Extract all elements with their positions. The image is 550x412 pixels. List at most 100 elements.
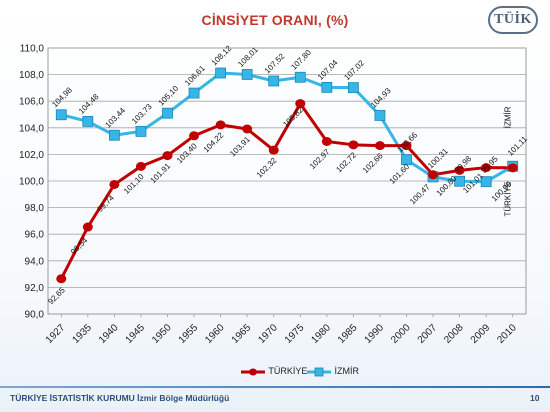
annotation-turkiye: TÜRKİYE bbox=[504, 182, 513, 217]
point-turkiye bbox=[321, 136, 332, 146]
data-label-izmir: 103,73 bbox=[130, 102, 154, 126]
data-label-turkiye: 99,74 bbox=[95, 193, 116, 214]
data-label-turkiye: 101,60 bbox=[388, 162, 412, 186]
data-label-turkiye: 105,82 bbox=[281, 105, 305, 129]
data-label-izmir: 107,04 bbox=[316, 58, 340, 82]
data-label-turkiye: 102,32 bbox=[255, 156, 279, 180]
point-izmir bbox=[374, 110, 386, 121]
y-tick-label: 92,0 bbox=[25, 283, 45, 294]
x-tick-label: 1990 bbox=[363, 322, 387, 346]
x-tick-label: 1980 bbox=[309, 322, 333, 346]
x-tick-label: 1960 bbox=[203, 322, 227, 346]
data-label-turkiye: 104,22 bbox=[202, 130, 226, 154]
y-tick-label: 108,0 bbox=[19, 70, 44, 81]
data-label-izmir: 105,10 bbox=[157, 84, 181, 108]
point-turkiye bbox=[374, 141, 385, 151]
y-tick-label: 98,0 bbox=[25, 203, 45, 214]
point-izmir bbox=[321, 81, 333, 93]
y-tick-label: 106,0 bbox=[19, 97, 44, 108]
data-label-izmir: 99,95 bbox=[479, 154, 500, 175]
x-tick-label: 1950 bbox=[150, 322, 174, 346]
x-tick-label: 1975 bbox=[283, 322, 307, 346]
data-label-izmir: 104,48 bbox=[77, 92, 101, 116]
legend-marker-turkiye-icon bbox=[241, 368, 265, 376]
point-izmir bbox=[108, 129, 120, 141]
data-label-turkiye: 102,72 bbox=[334, 150, 358, 174]
data-label-turkiye: 103,40 bbox=[175, 141, 199, 165]
point-izmir bbox=[162, 107, 173, 119]
x-tick-label: 1985 bbox=[336, 322, 360, 346]
y-tick-label: 90,0 bbox=[25, 310, 45, 321]
y-tick-label: 104,0 bbox=[19, 123, 44, 134]
point-turkiye bbox=[268, 145, 279, 155]
x-tick-label: 2009 bbox=[469, 322, 493, 346]
data-label-izmir: 103,44 bbox=[103, 106, 127, 130]
x-tick-label: 1970 bbox=[256, 322, 280, 346]
data-label-turkiye: 101,91 bbox=[149, 161, 173, 185]
point-turkiye bbox=[109, 179, 120, 189]
point-turkiye bbox=[135, 161, 146, 171]
data-label-izmir: 107,02 bbox=[342, 58, 366, 82]
data-label-turkiye: 92,65 bbox=[46, 285, 67, 306]
point-izmir bbox=[188, 87, 200, 99]
data-label-turkiye: 102,97 bbox=[308, 147, 332, 171]
point-turkiye bbox=[481, 163, 492, 173]
point-turkiye bbox=[162, 151, 173, 161]
point-izmir bbox=[401, 154, 412, 166]
chart-title: CİNSİYET ORANI, (%) bbox=[201, 12, 349, 28]
point-izmir bbox=[82, 116, 94, 127]
point-izmir bbox=[480, 176, 492, 188]
x-tick-label: 1935 bbox=[70, 322, 94, 346]
point-turkiye bbox=[56, 274, 67, 284]
x-tick-label: 2000 bbox=[389, 322, 413, 346]
x-tick-label: 1940 bbox=[97, 322, 121, 346]
point-izmir bbox=[55, 109, 67, 121]
data-label-izmir: 106,61 bbox=[183, 63, 207, 87]
legend-marker-izmir-icon bbox=[307, 367, 331, 377]
point-izmir bbox=[454, 175, 466, 187]
y-tick-label: 102,0 bbox=[19, 150, 44, 161]
point-turkiye bbox=[454, 165, 465, 175]
legend-item-izmir: İZMİR bbox=[306, 366, 359, 377]
data-label-izmir: 107,52 bbox=[263, 51, 287, 75]
data-label-turkiye: 96,54 bbox=[69, 236, 90, 257]
x-tick-label: 1945 bbox=[124, 322, 148, 346]
legend-label-izmir: İZMİR bbox=[334, 366, 360, 376]
point-izmir bbox=[241, 69, 253, 80]
point-turkiye bbox=[348, 140, 359, 150]
y-tick-label: 100,0 bbox=[19, 177, 44, 188]
point-turkiye bbox=[401, 141, 412, 151]
y-tick-label: 110,0 bbox=[20, 44, 45, 55]
y-tick-label: 94,0 bbox=[25, 256, 45, 267]
page-number: 10 bbox=[530, 393, 540, 403]
point-turkiye bbox=[507, 163, 518, 173]
y-tick-label: 96,0 bbox=[25, 230, 45, 241]
point-izmir bbox=[135, 125, 147, 137]
annotation-izmir: İZMİR bbox=[504, 106, 513, 128]
point-izmir bbox=[347, 82, 359, 94]
data-label-izmir: 107,80 bbox=[289, 48, 313, 72]
data-label-turkiye: 100,47 bbox=[408, 182, 432, 206]
point-izmir bbox=[215, 67, 227, 79]
legend-item-turkiye: TÜRKİYE bbox=[240, 366, 307, 377]
footer-divider bbox=[0, 386, 550, 388]
x-tick-label: 1955 bbox=[177, 322, 201, 346]
point-izmir bbox=[294, 71, 306, 83]
data-label-izmir: 108,12 bbox=[210, 43, 234, 67]
x-tick-label: 1927 bbox=[44, 322, 68, 346]
tuik-logo: TÜİK bbox=[488, 6, 538, 34]
data-label-izmir: 102,66 bbox=[396, 130, 420, 154]
x-tick-label: 2008 bbox=[442, 322, 466, 346]
point-turkiye bbox=[215, 120, 226, 130]
footer-text: TÜRKİYE İSTATİSTİK KURUMU İzmir Bölge Mü… bbox=[10, 393, 230, 403]
point-turkiye bbox=[82, 222, 93, 232]
x-tick-label: 1965 bbox=[230, 322, 254, 346]
x-tick-label: 2010 bbox=[495, 322, 519, 346]
data-label-izmir: 100,31 bbox=[426, 146, 450, 170]
data-label-izmir: 104,98 bbox=[50, 85, 74, 109]
point-turkiye bbox=[189, 131, 200, 141]
point-izmir bbox=[268, 75, 280, 87]
x-tick-label: 2007 bbox=[416, 322, 440, 346]
